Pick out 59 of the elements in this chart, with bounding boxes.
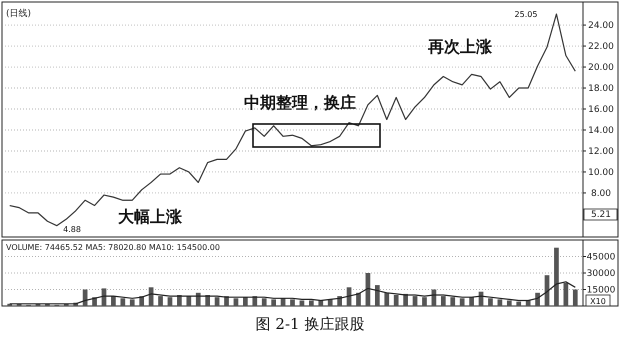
bar	[544, 275, 550, 306]
bar	[308, 300, 314, 306]
y-tick-label: 16.00	[588, 105, 614, 116]
y-tick-label: 30000	[586, 269, 616, 279]
text: 5.21	[590, 210, 612, 220]
y-tick-label: 22.00	[588, 42, 614, 52]
bar	[111, 296, 116, 306]
y-tick-label: 20.00	[588, 63, 614, 74]
y-tick-label: 8.00	[590, 188, 612, 199]
bar	[262, 298, 267, 306]
annotation: 中期整理，换庄	[244, 93, 356, 112]
bar	[450, 297, 456, 306]
caption: 图 2-1 换庄跟股	[256, 315, 364, 333]
bar	[214, 297, 220, 306]
bar	[432, 290, 436, 306]
bar	[422, 297, 427, 306]
annotation: 4.88	[63, 225, 81, 234]
chart-title: VOLUME: 74465.52 MA5: 78020.80 MA10: 154500.00	[6, 243, 220, 252]
y-tick-label: 10.00	[588, 168, 614, 178]
bar	[271, 299, 276, 306]
bar	[346, 287, 352, 306]
annotation: 25.05	[514, 10, 538, 19]
bar	[506, 300, 512, 306]
bar	[374, 285, 380, 306]
bar	[554, 248, 559, 306]
bar	[412, 296, 418, 306]
bar	[356, 292, 361, 306]
bar	[280, 298, 286, 306]
bar	[234, 298, 238, 306]
bar	[186, 296, 192, 306]
y-tick-label: 45000	[586, 252, 616, 262]
bar	[564, 282, 568, 306]
annotation: 再次上涨	[427, 37, 493, 56]
bar	[469, 297, 474, 306]
bar	[488, 298, 493, 306]
bar	[478, 292, 484, 306]
bar	[300, 300, 304, 306]
text: X10	[590, 297, 606, 306]
y-tick-label: 24.00	[588, 21, 614, 32]
bar	[384, 292, 390, 306]
bar	[290, 299, 295, 306]
bar	[460, 298, 465, 306]
bar	[572, 290, 578, 306]
y-tick-label: 15000	[586, 286, 616, 296]
bar	[394, 295, 399, 306]
annotation: 大幅上涨	[118, 207, 183, 226]
bar	[498, 299, 502, 306]
y-tick-label: 14.00	[588, 126, 614, 136]
bar	[168, 297, 172, 306]
bar	[366, 273, 370, 306]
bar	[158, 296, 163, 306]
bar	[516, 302, 522, 306]
bar	[120, 298, 126, 306]
y-tick-label: 12.00	[588, 146, 614, 157]
bar	[440, 296, 446, 306]
y-tick-label: 18.00	[588, 84, 614, 94]
text: (日线)	[6, 8, 32, 19]
bar	[130, 299, 135, 306]
bar	[102, 288, 106, 306]
